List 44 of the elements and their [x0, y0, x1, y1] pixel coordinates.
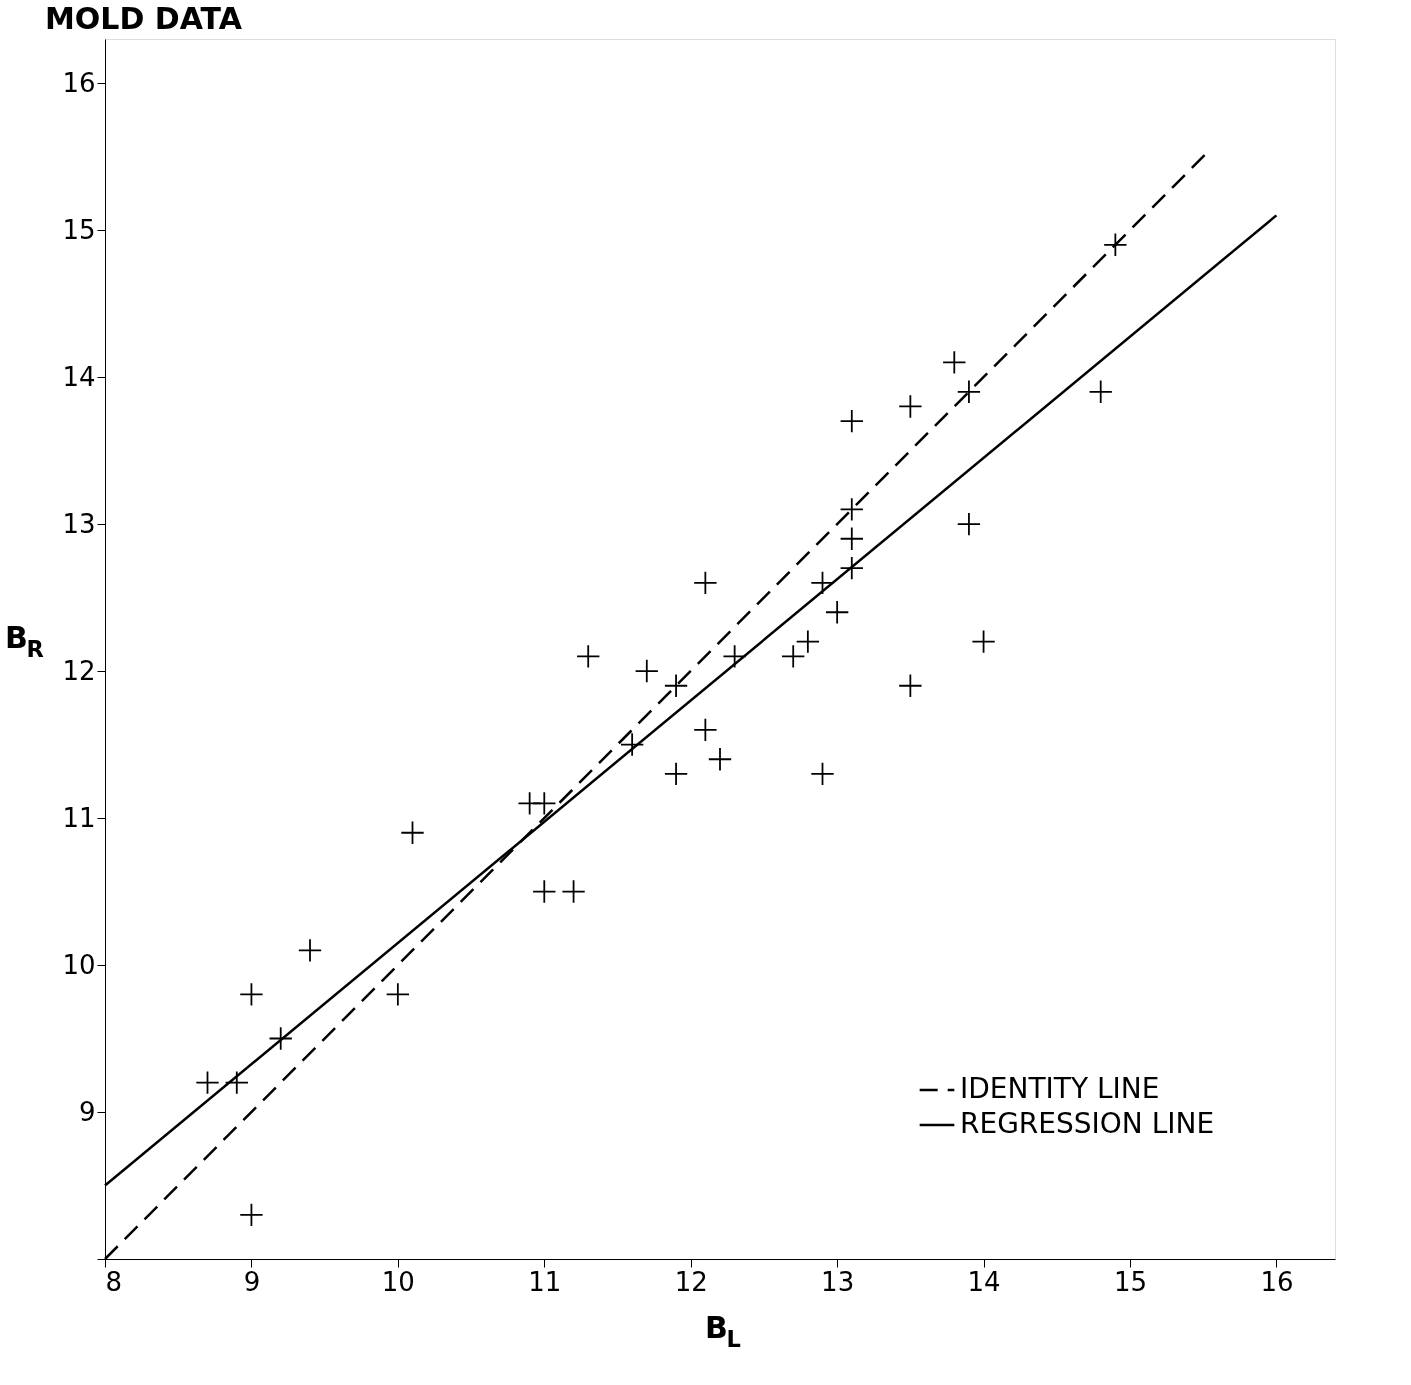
point: [298, 939, 322, 962]
point: [723, 645, 746, 668]
y-tick-label: 9: [78, 1096, 96, 1127]
point: [533, 792, 556, 815]
y-tick-label: 12: [62, 655, 96, 686]
point: [225, 1071, 248, 1094]
x-tick-label: 10: [381, 1266, 415, 1297]
y-tick-label: 11: [62, 802, 96, 833]
point: [957, 512, 981, 536]
point: [840, 409, 863, 433]
point: [957, 380, 981, 403]
y-tick-label: 16: [62, 67, 96, 98]
legend-label: REGRESSION LINE: [960, 1107, 1215, 1140]
y-tick-label: 14: [62, 361, 96, 392]
y-tick-label: 15: [62, 214, 96, 245]
point: [664, 674, 688, 697]
x-tick-label: 16: [1260, 1266, 1294, 1297]
point: [943, 351, 966, 374]
x-tick-label: 9: [243, 1266, 261, 1297]
point: [1089, 380, 1112, 403]
y-tick-label: 13: [62, 508, 96, 539]
point: [708, 748, 732, 771]
legend-label: IDENTITY LINE: [960, 1072, 1160, 1105]
x-tick-label: 13: [821, 1266, 855, 1297]
y-tick-label: 10: [62, 949, 96, 980]
point: [840, 556, 863, 580]
point: [694, 571, 717, 595]
x-tick-label: 11: [528, 1266, 562, 1297]
chart-title: MOLD DATA: [45, 1, 243, 36]
point: [899, 674, 922, 697]
point: [635, 659, 658, 683]
point: [796, 630, 820, 653]
point: [664, 762, 688, 786]
point: [840, 527, 863, 550]
x-tick-label: 8: [105, 1266, 123, 1297]
point: [782, 645, 805, 668]
x-tick-label: 15: [1113, 1266, 1148, 1297]
point: [577, 645, 600, 668]
x-tick-label: 14: [967, 1266, 1001, 1297]
point: [694, 718, 717, 742]
point: [840, 498, 863, 521]
x-tick-label: 12: [674, 1266, 708, 1297]
point: [825, 601, 849, 624]
point: [1104, 233, 1127, 256]
